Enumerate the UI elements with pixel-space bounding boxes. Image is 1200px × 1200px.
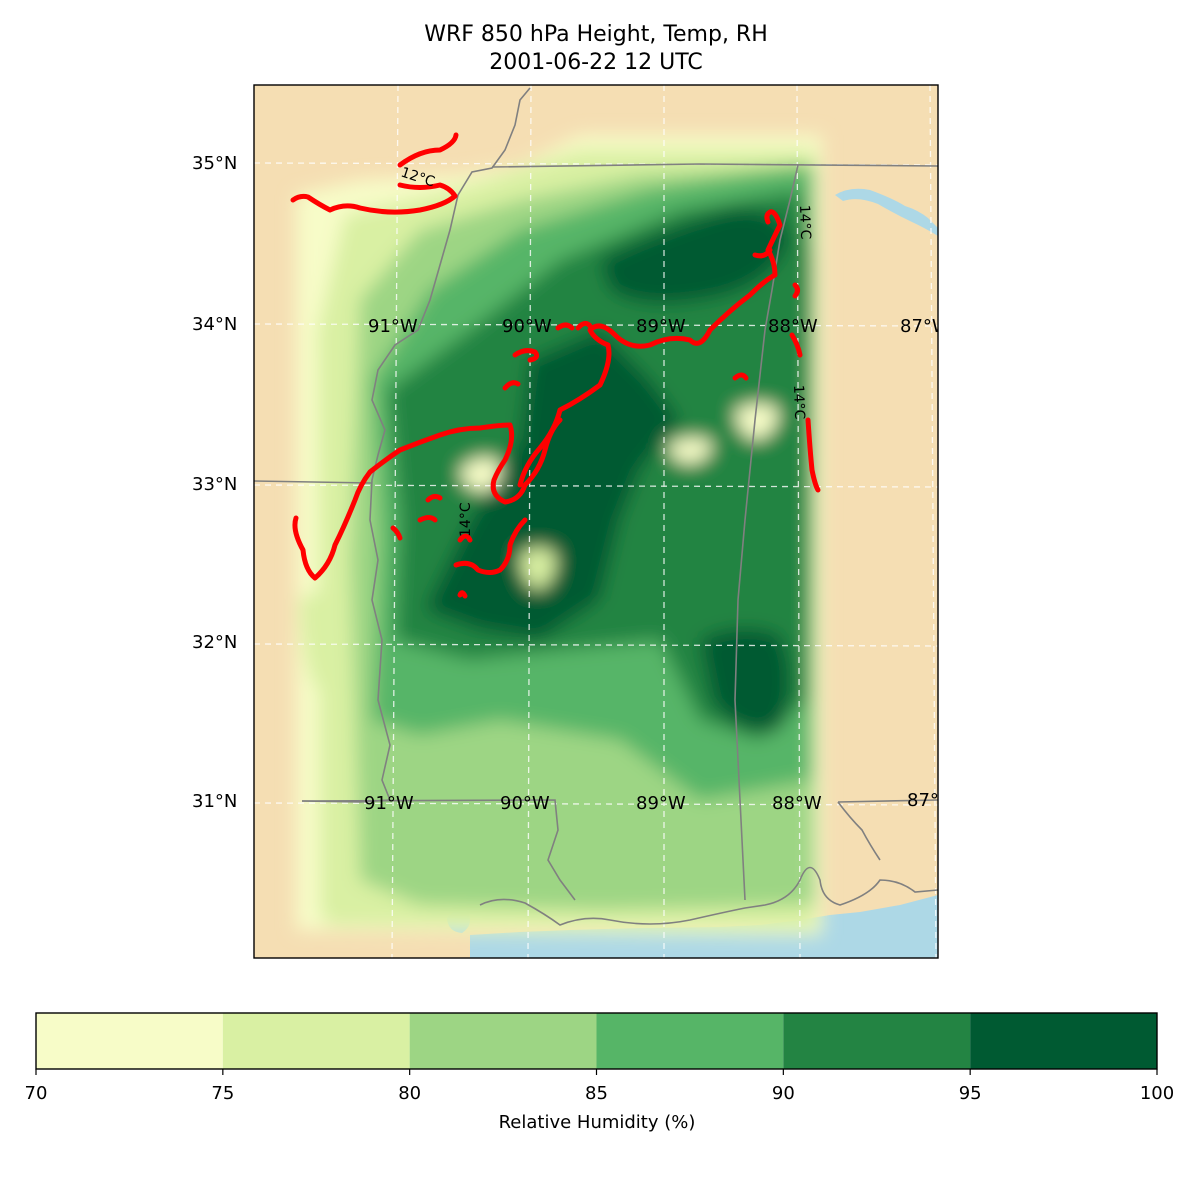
colorbar-tick-label: 85 bbox=[585, 1083, 608, 1104]
colorbar: 70 75 80 85 90 95 100 Relative Humidity (%) bbox=[25, 1012, 1174, 1133]
map-frame bbox=[253, 84, 939, 959]
lon-label-91w-lower: 91°W bbox=[364, 793, 414, 814]
graticule bbox=[254, 85, 938, 958]
lon-label-88w-upper: 88°W bbox=[768, 316, 818, 337]
contour-label-14c-west: 14°C bbox=[458, 502, 474, 537]
colorbar-segment-80-85 bbox=[409, 1013, 597, 1069]
lon-label-90w-lower: 90°W bbox=[500, 793, 550, 814]
lon-label-87w-upper: 87°W bbox=[900, 316, 950, 337]
colorbar-segment-90-95 bbox=[783, 1013, 971, 1069]
rh-filled-contours bbox=[296, 135, 822, 935]
contour-label-14c-east: 14°C bbox=[790, 385, 807, 420]
lat-label-33n: 33°N bbox=[192, 474, 237, 495]
colorbar-tick-label: 75 bbox=[211, 1083, 234, 1104]
lat-label-34n: 34°N bbox=[192, 314, 237, 335]
lat-label-35n: 35°N bbox=[192, 153, 237, 174]
gulf-water bbox=[470, 895, 938, 958]
state-borders bbox=[254, 87, 938, 926]
temperature-contours bbox=[290, 132, 821, 599]
lat-label-32n: 32°N bbox=[192, 632, 237, 653]
lon-label-87w-lower: 87°W bbox=[907, 790, 957, 811]
colorbar-label: Relative Humidity (%) bbox=[499, 1112, 696, 1133]
lon-label-89w-lower: 89°W bbox=[636, 793, 686, 814]
map-panel: 12°C 14°C 14°C 14°C 91°W 90°W 89°W 88°W … bbox=[254, 85, 957, 958]
colorbar-tick-label: 80 bbox=[398, 1083, 421, 1104]
colorbar-ticks: 70 75 80 85 90 95 100 bbox=[25, 1069, 1174, 1104]
latitude-labels: 35°N 34°N 33°N 32°N 31°N bbox=[192, 153, 237, 812]
colorbar-segment-70-75 bbox=[36, 1013, 223, 1069]
colorbar-segment-75-80 bbox=[222, 1013, 410, 1069]
lon-label-90w-upper: 90°W bbox=[502, 316, 552, 337]
tennessee-river bbox=[835, 188, 938, 236]
colorbar-tick-label: 95 bbox=[959, 1083, 982, 1104]
lon-label-91w-upper: 91°W bbox=[368, 316, 418, 337]
colorbar-segment-95-100 bbox=[970, 1013, 1157, 1069]
colorbar-segments bbox=[36, 1013, 1157, 1069]
lon-label-89w-upper: 89°W bbox=[636, 316, 686, 337]
chart-title: WRF 850 hPa Height, Temp, RH bbox=[424, 22, 768, 47]
colorbar-tick-label: 100 bbox=[1140, 1083, 1174, 1104]
chart-subtitle: 2001-06-22 12 UTC bbox=[489, 50, 703, 75]
colorbar-tick-label: 70 bbox=[25, 1083, 48, 1104]
colorbar-tick-label: 90 bbox=[772, 1083, 795, 1104]
lon-label-88w-lower: 88°W bbox=[772, 793, 822, 814]
lat-label-31n: 31°N bbox=[192, 791, 237, 812]
colorbar-segment-85-90 bbox=[596, 1013, 784, 1069]
contour-label-14c-north: 14°C bbox=[796, 205, 813, 240]
